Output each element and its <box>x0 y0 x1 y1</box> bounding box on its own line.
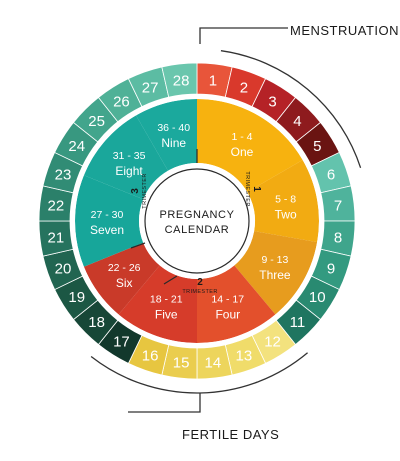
day-number-17: 17 <box>113 334 130 351</box>
center-circle <box>139 163 255 279</box>
day-number-3: 3 <box>268 93 276 110</box>
month-range-label: 27 - 30 <box>91 209 124 221</box>
month-name-label: Seven <box>90 223 124 237</box>
trimester-word: TRIMESTER <box>142 173 148 208</box>
month-range-label: 36 - 40 <box>157 122 190 134</box>
day-number-2: 2 <box>240 79 248 96</box>
trimester-label-3: 3 TRIMESTER <box>130 173 148 208</box>
month-segment-two <box>247 160 319 243</box>
month-range-label: 18 - 21 <box>150 294 183 306</box>
day-number-4: 4 <box>293 113 301 130</box>
month-name-label: Four <box>215 308 240 322</box>
month-range-label: 14 - 17 <box>211 294 244 306</box>
month-range-label: 5 - 8 <box>275 193 296 205</box>
day-number-16: 16 <box>142 348 159 365</box>
center-inner-ring <box>144 168 250 274</box>
day-number-22: 22 <box>48 198 65 215</box>
day-number-21: 21 <box>48 229 65 246</box>
month-name-label: Nine <box>161 136 186 150</box>
month-segment-eight <box>83 115 168 200</box>
trimester-number: 3 <box>130 188 141 194</box>
menstruation-label: MENSTRUATION <box>290 23 400 38</box>
month-name-label: One <box>231 145 254 159</box>
month-segment-six <box>83 242 160 315</box>
month-segment-nine <box>136 99 197 171</box>
month-range-label: 9 - 13 <box>262 254 289 266</box>
day-number-27: 27 <box>142 79 159 96</box>
trimester-number: 1 <box>251 186 262 192</box>
month-segment-four <box>197 265 276 343</box>
month-name-label: Eight <box>115 164 143 178</box>
month-segment-three <box>234 231 318 315</box>
day-number-5: 5 <box>313 138 321 155</box>
month-name-label: Three <box>259 268 291 282</box>
trimester-word: TRIMESTER <box>182 289 217 295</box>
day-number-19: 19 <box>68 289 85 306</box>
day-number-28: 28 <box>173 72 190 89</box>
menstruation-bracket <box>220 50 362 169</box>
day-number-11: 11 <box>290 314 306 331</box>
center-title-line1: PREGNANCY <box>159 209 234 221</box>
day-number-26: 26 <box>113 93 130 110</box>
month-segment-one <box>197 99 303 192</box>
day-ring: 1 234567891011121314151617181920212223242… <box>38 62 356 380</box>
month-segment-seven <box>75 175 144 267</box>
day-number-10: 10 <box>309 289 326 306</box>
month-segment-five <box>118 265 197 343</box>
day-number-7: 7 <box>334 198 342 215</box>
day-number-25: 25 <box>88 113 105 130</box>
month-range-label: 1 - 4 <box>231 131 252 143</box>
month-range-label: 31 - 35 <box>113 150 146 162</box>
fertile-days-bracket-leader <box>128 393 201 413</box>
day-number-23: 23 <box>55 167 72 184</box>
fertile-days-label: FERTILE DAYS <box>182 427 280 442</box>
trimester-divider <box>130 242 146 249</box>
day-number-8: 8 <box>334 229 342 246</box>
day-number-20: 20 <box>55 260 72 277</box>
day-number-9: 9 <box>327 260 335 277</box>
day-number-14: 14 <box>205 355 222 372</box>
day-number-1: 1 <box>209 72 217 89</box>
day-number-12: 12 <box>264 334 281 351</box>
day-number-24: 24 <box>68 138 85 155</box>
day-number-6: 6 <box>327 167 335 184</box>
month-name-label: Five <box>155 308 178 322</box>
month-range-label: 22 - 26 <box>108 262 141 274</box>
menstruation-bracket-leader <box>199 27 288 44</box>
day-number-13: 13 <box>236 348 253 365</box>
ring-gap <box>70 94 324 348</box>
trimester-number: 2 <box>197 277 203 288</box>
month-name-label: Two <box>275 207 297 221</box>
month-name-label: Six <box>116 276 133 290</box>
day-number-15: 15 <box>173 355 190 372</box>
month-ring: 1 - 4 One 5 - 8 Two 9 - 13 Three 14 - 17 Four 18… <box>70 94 324 348</box>
brackets <box>90 27 362 413</box>
trimester-word: TRIMESTER <box>244 171 250 206</box>
center-title-line2: CALENDAR <box>165 224 230 236</box>
fertile-days-bracket <box>90 352 308 394</box>
day-number-18: 18 <box>88 314 105 331</box>
trimester-divider <box>163 275 178 285</box>
